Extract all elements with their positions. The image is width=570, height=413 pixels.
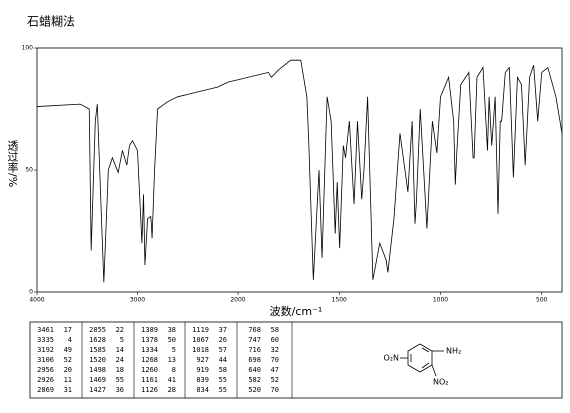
peak-transmittance: 8 <box>172 366 176 374</box>
peak-wavenumber: 834 <box>196 386 209 394</box>
peak-wavenumber: 520 <box>248 386 261 394</box>
y-axis-label: 透过率/% <box>6 140 19 187</box>
peak-transmittance: 70 <box>271 386 279 394</box>
peak-transmittance: 47 <box>271 366 279 374</box>
peak-transmittance: 41 <box>168 376 176 384</box>
x-tick-label: 1500 <box>332 297 347 304</box>
x-tick-label: 2000 <box>230 297 245 304</box>
x-tick-label: 3000 <box>130 297 145 304</box>
x-tick-label: 4000 <box>29 297 44 304</box>
y-tick-label: 50 <box>25 167 33 174</box>
peak-wavenumber: 3192 <box>37 346 54 354</box>
peak-transmittance: 4 <box>68 336 72 344</box>
peak-wavenumber: 1018 <box>192 346 209 354</box>
peak-wavenumber: 919 <box>196 366 209 374</box>
peak-wavenumber: 3335 <box>37 336 54 344</box>
peak-wavenumber: 1268 <box>141 356 158 364</box>
peak-transmittance: 50 <box>168 336 176 344</box>
y-tick-label: 100 <box>22 45 34 52</box>
peak-transmittance: 44 <box>219 356 227 364</box>
peak-transmittance: 13 <box>168 356 176 364</box>
peak-transmittance: 58 <box>219 366 227 374</box>
peak-wavenumber: 1469 <box>89 376 106 384</box>
table-dividers <box>81 322 293 398</box>
substituent-label: NO₂ <box>433 378 449 387</box>
peak-wavenumber: 3461 <box>37 326 54 334</box>
chart-title: 石蜡糊法 <box>27 14 75 29</box>
peak-wavenumber: 716 <box>248 346 261 354</box>
peak-wavenumber: 1334 <box>141 346 158 354</box>
peak-wavenumber: 1498 <box>89 366 106 374</box>
peak-transmittance: 18 <box>116 366 124 374</box>
peak-transmittance: 49 <box>64 346 72 354</box>
peak-wavenumber: 2869 <box>37 386 54 394</box>
peak-wavenumber: 1126 <box>141 386 158 394</box>
substituent-label: NH₂ <box>446 347 461 356</box>
peak-transmittance: 55 <box>219 376 227 384</box>
peak-transmittance: 17 <box>64 326 72 334</box>
peak-transmittance: 32 <box>271 346 279 354</box>
peak-transmittance: 11 <box>64 376 72 384</box>
peak-wavenumber: 582 <box>248 376 261 384</box>
peak-wavenumber: 698 <box>248 356 261 364</box>
peak-wavenumber: 3106 <box>37 356 54 364</box>
table-frame <box>29 321 563 399</box>
peak-transmittance: 22 <box>116 326 124 334</box>
peak-wavenumber: 1389 <box>141 326 158 334</box>
peak-wavenumber: 1520 <box>89 356 106 364</box>
peak-wavenumber: 2926 <box>37 376 54 384</box>
peak-transmittance: 14 <box>116 346 124 354</box>
x-tick-label: 1000 <box>433 297 448 304</box>
peak-transmittance: 26 <box>219 336 227 344</box>
peak-wavenumber: 927 <box>196 356 209 364</box>
peak-transmittance: 70 <box>271 356 279 364</box>
peak-transmittance: 38 <box>168 326 176 334</box>
x-tick-label: 500 <box>536 297 548 304</box>
peak-wavenumber: 1119 <box>192 326 209 334</box>
peak-wavenumber: 1378 <box>141 336 158 344</box>
peak-wavenumber: 768 <box>248 326 261 334</box>
peak-transmittance: 52 <box>64 356 72 364</box>
peak-transmittance: 57 <box>219 346 227 354</box>
peak-transmittance: 20 <box>64 366 72 374</box>
peak-transmittance: 37 <box>219 326 227 334</box>
peak-wavenumber: 1585 <box>89 346 106 354</box>
peak-transmittance: 5 <box>120 336 124 344</box>
peak-transmittance: 55 <box>219 386 227 394</box>
substituent-label: O₂N <box>384 354 400 363</box>
peak-wavenumber: 1067 <box>192 336 209 344</box>
peak-wavenumber: 1161 <box>141 376 158 384</box>
peak-transmittance: 5 <box>172 346 176 354</box>
peak-wavenumber: 839 <box>196 376 209 384</box>
peak-wavenumber: 1628 <box>89 336 106 344</box>
peak-wavenumber: 640 <box>248 366 261 374</box>
benzene-ring <box>400 343 444 377</box>
peak-wavenumber: 2956 <box>37 366 54 374</box>
y-tick-label: 0 <box>29 289 33 296</box>
peak-transmittance: 24 <box>116 356 124 364</box>
peak-transmittance: 60 <box>271 336 279 344</box>
peak-transmittance: 28 <box>168 386 176 394</box>
peak-wavenumber: 747 <box>248 336 261 344</box>
peak-wavenumber: 1260 <box>141 366 158 374</box>
peak-wavenumber: 2855 <box>89 326 106 334</box>
peak-transmittance: 31 <box>64 386 72 394</box>
peak-transmittance: 52 <box>271 376 279 384</box>
plot-frame <box>36 47 563 293</box>
peak-wavenumber: 1427 <box>89 386 106 394</box>
peak-transmittance: 36 <box>116 386 124 394</box>
x-axis-label: 波数/cm⁻¹ <box>270 305 323 318</box>
peak-transmittance: 58 <box>271 326 279 334</box>
peak-transmittance: 55 <box>116 376 124 384</box>
spectrum-line <box>36 59 563 283</box>
